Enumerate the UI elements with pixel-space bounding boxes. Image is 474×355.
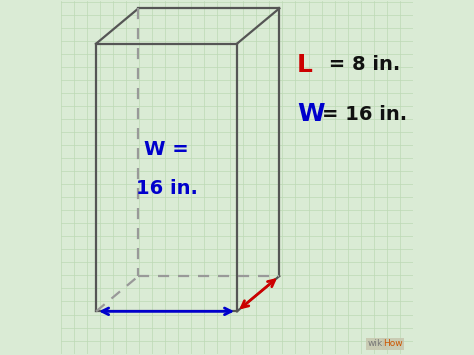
Text: 16 in.: 16 in. bbox=[136, 179, 198, 198]
Text: L: L bbox=[297, 53, 313, 77]
Text: = 8 in.: = 8 in. bbox=[321, 55, 400, 74]
Text: W: W bbox=[297, 102, 325, 126]
Text: = 16 in.: = 16 in. bbox=[321, 105, 407, 124]
Text: wiki: wiki bbox=[367, 339, 385, 348]
Text: How: How bbox=[383, 339, 403, 348]
Text: W =: W = bbox=[144, 140, 189, 159]
